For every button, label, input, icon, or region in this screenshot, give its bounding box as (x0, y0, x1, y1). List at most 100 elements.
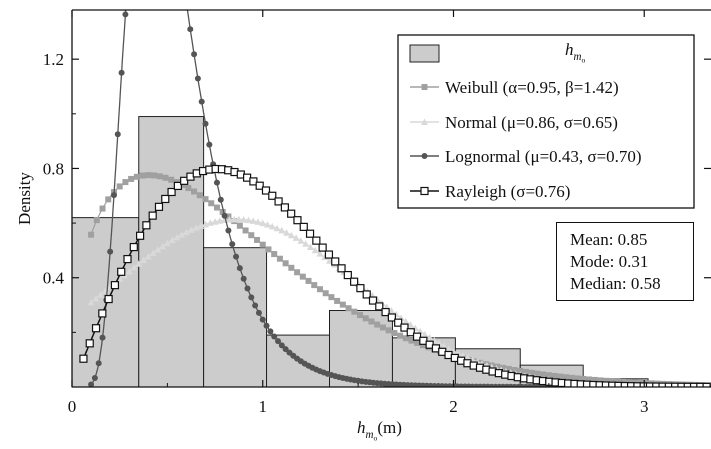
x-tick-label: 2 (449, 397, 458, 416)
rayleigh-marker (118, 268, 125, 275)
weibull-marker (260, 242, 266, 248)
lognormal-marker (96, 360, 102, 366)
stats-box: Mean: 0.85 Mode: 0.31 Median: 0.58 (556, 222, 694, 301)
rayleigh-marker (162, 195, 169, 202)
weibull-marker (334, 298, 340, 304)
rayleigh-marker (130, 244, 137, 251)
weibull-marker (540, 371, 546, 377)
rayleigh-marker (105, 296, 112, 303)
weibull-marker (294, 269, 300, 275)
legend-label-rayleigh: Rayleigh (σ=0.76) (445, 182, 570, 201)
lognormal-marker (199, 99, 205, 105)
y-tick-label: 1.2 (43, 50, 64, 69)
weibull-marker (162, 175, 168, 181)
weibull-marker (197, 192, 203, 198)
rayleigh-marker (338, 265, 345, 272)
lognormal-marker (195, 75, 201, 81)
median-label: Median: 0.58 (570, 273, 693, 295)
lognormal-marker (252, 302, 258, 308)
weibull-marker (288, 265, 294, 271)
legend: Weibull (α=0.95, β=1.42) Normal (μ=0.86, … (398, 35, 694, 208)
weibull-marker (277, 256, 283, 262)
lognormal-marker (191, 51, 197, 57)
rayleigh-marker (124, 256, 131, 263)
weibull-marker (122, 179, 128, 185)
lognormal-marker (244, 285, 250, 291)
rayleigh-marker (143, 222, 150, 229)
lognormal-marker (203, 121, 209, 127)
lognormal-marker (237, 265, 243, 271)
rayleigh-marker (93, 325, 100, 332)
rayleigh-marker (155, 203, 162, 210)
weibull-marker (105, 196, 111, 202)
weibull-marker (283, 260, 289, 266)
lognormal-marker (214, 180, 220, 186)
rayleigh-marker (86, 340, 93, 347)
rayleigh-marker (111, 282, 118, 289)
weibull-marker (397, 333, 403, 339)
rayleigh-marker (332, 258, 339, 265)
weibull-marker (157, 173, 163, 179)
histogram-bar (139, 117, 204, 387)
legend-marker-weibull (422, 84, 428, 90)
lognormal-marker (111, 192, 117, 198)
weibull-marker (88, 232, 94, 238)
rayleigh-marker (325, 251, 332, 258)
lognormal-marker (248, 294, 254, 300)
weibull-marker (351, 309, 357, 315)
rayleigh-marker (307, 230, 314, 237)
histogram-bar (204, 248, 267, 387)
weibull-marker (94, 217, 100, 223)
legend-marker-rayleigh (421, 188, 428, 195)
weibull-marker (386, 327, 392, 333)
weibull-marker (203, 196, 209, 202)
weibull-marker (145, 172, 151, 178)
rayleigh-marker (313, 237, 320, 244)
mean-label: Mean: 0.85 (570, 229, 693, 251)
rayleigh-marker (294, 217, 301, 224)
x-tick-label: 0 (68, 397, 77, 416)
weibull-marker (265, 246, 271, 252)
lognormal-marker (233, 254, 239, 260)
weibull-marker (340, 302, 346, 308)
lognormal-marker (241, 276, 247, 282)
lognormal-marker (222, 213, 228, 219)
weibull-marker (523, 369, 529, 375)
weibull-marker (185, 185, 191, 191)
weibull-marker (117, 183, 123, 189)
legend-label-normal: Normal (μ=0.86, σ=0.65) (445, 113, 618, 132)
weibull-marker (128, 176, 134, 182)
weibull-marker (271, 251, 277, 257)
lognormal-marker (107, 249, 113, 255)
weibull-marker (151, 172, 157, 178)
rayleigh-marker (99, 310, 106, 317)
x-tick-label: 3 (640, 397, 649, 416)
rayleigh-marker (80, 355, 87, 362)
weibull-marker (306, 278, 312, 284)
rayleigh-marker (300, 223, 307, 230)
y-axis-label: Density (15, 172, 34, 225)
weibull-marker (346, 305, 352, 311)
weibull-marker (191, 189, 197, 195)
lognormal-marker (267, 328, 273, 334)
lognormal-marker (122, 11, 128, 17)
legend-label-lognormal: Lognormal (μ=0.43, σ=0.70) (445, 147, 642, 166)
y-tick-label: 0.8 (43, 159, 64, 178)
weibull-marker (100, 206, 106, 212)
weibull-marker (168, 177, 174, 183)
rayleigh-marker (149, 212, 156, 219)
weibull-marker (317, 286, 323, 292)
lognormal-marker (100, 335, 106, 341)
lognormal-marker (187, 26, 193, 32)
normal-marker (312, 247, 319, 254)
weibull-marker (300, 274, 306, 280)
lognormal-marker (206, 142, 212, 148)
weibull-marker (214, 205, 220, 211)
rayleigh-marker (344, 272, 351, 279)
legend-marker-lognormal (422, 153, 428, 159)
legend-label-weibull: Weibull (α=0.95, β=1.42) (445, 78, 619, 97)
weibull-marker (243, 227, 249, 233)
lognormal-marker (229, 241, 235, 247)
weibull-marker (380, 324, 386, 330)
